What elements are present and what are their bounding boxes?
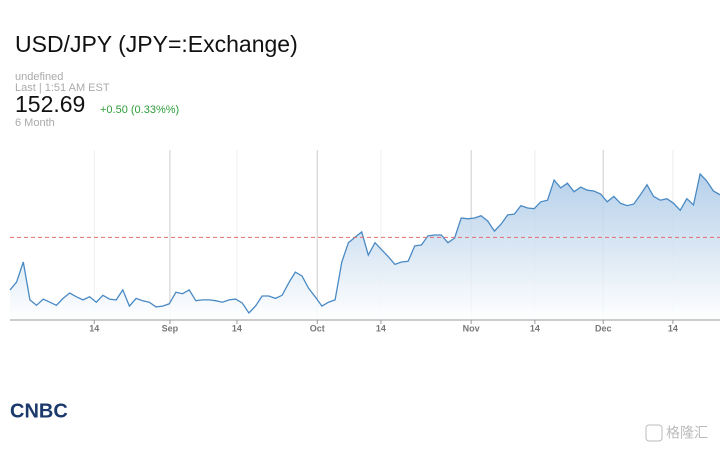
logo: CNBC <box>10 400 68 422</box>
x-tick-label: 14 <box>232 323 242 333</box>
chart-title: USD/JPY (JPY=:Exchange) <box>15 31 298 57</box>
area <box>10 174 720 320</box>
last-time: Last | 1:51 AM EST <box>15 82 110 94</box>
change: +0.50 (0.33%%) <box>100 104 179 116</box>
line <box>9 172 720 315</box>
watermark-icon <box>645 424 663 442</box>
subtitle: undefined <box>15 71 63 83</box>
x-tick-label: 14 <box>530 323 540 333</box>
watermark: 格隆汇 <box>666 425 708 441</box>
x-tick-label: Oct <box>310 323 325 333</box>
x-tick-label: Nov <box>463 323 480 333</box>
x-tick-label: Sep <box>162 323 179 333</box>
x-tick-label: 14 <box>89 323 99 333</box>
x-tick-label: 14 <box>376 323 386 333</box>
period: 6 Month <box>15 117 55 129</box>
last-price: 152.69 <box>15 91 85 117</box>
x-tick-label: 14 <box>668 323 678 333</box>
x-tick-label: Dec <box>595 323 612 333</box>
